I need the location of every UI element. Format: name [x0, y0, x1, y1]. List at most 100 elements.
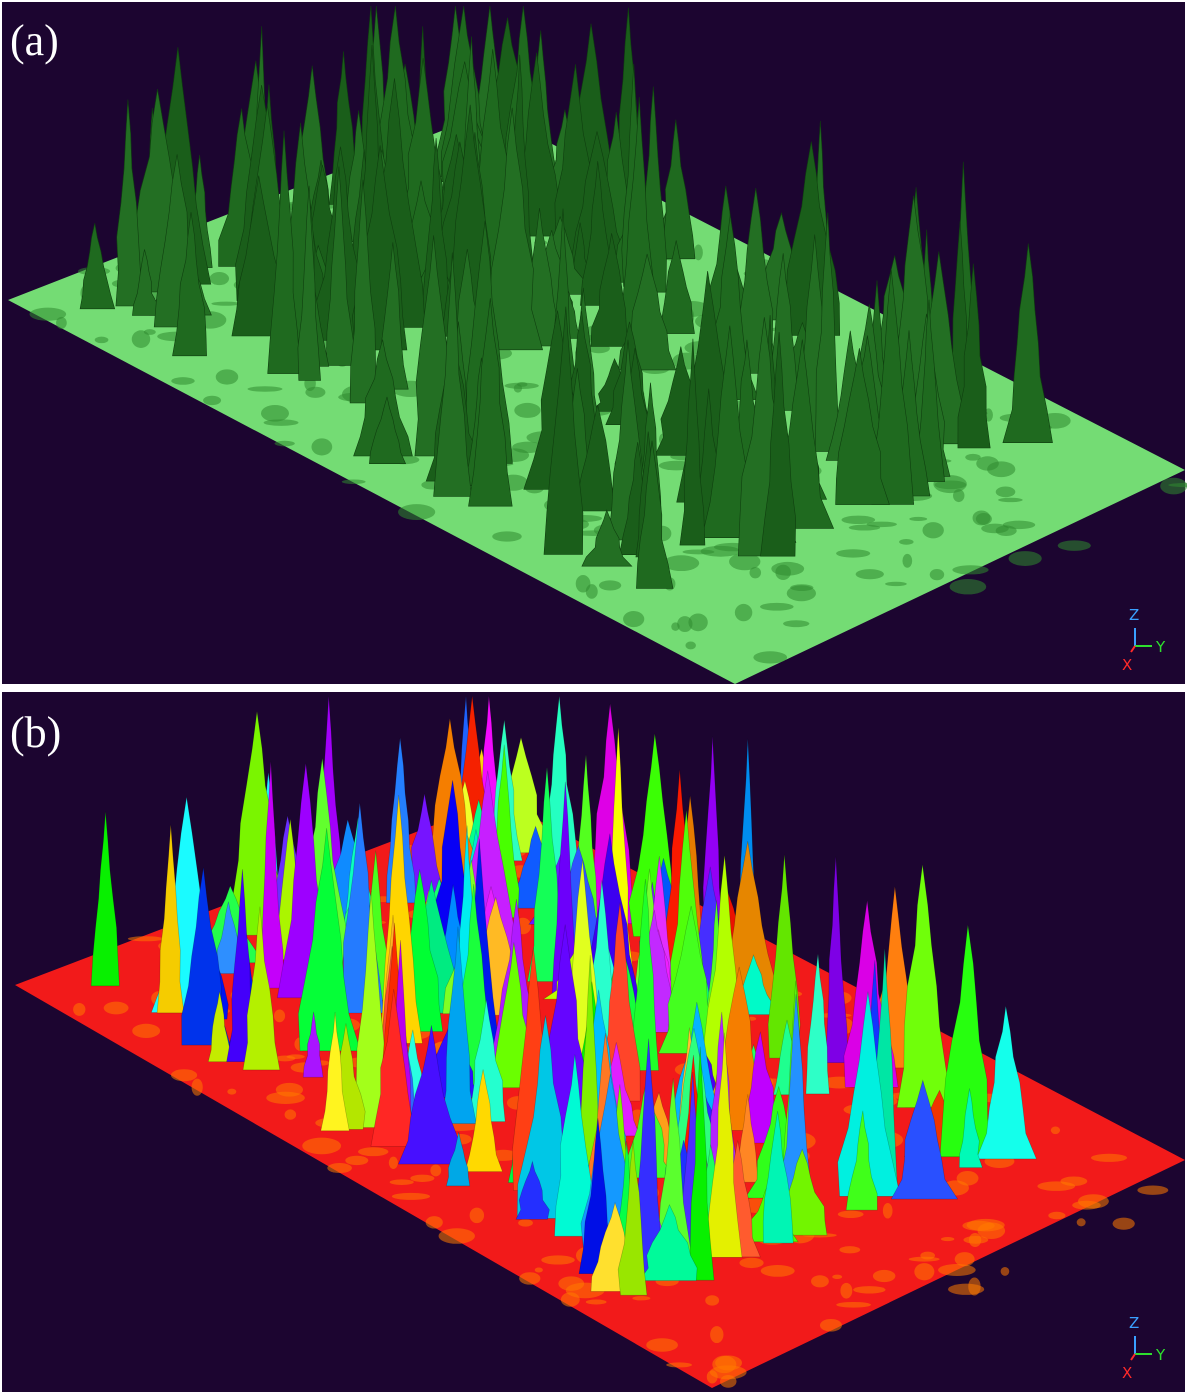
ground-patch — [426, 1216, 443, 1228]
ground-patch — [576, 575, 591, 593]
ground-patch — [996, 487, 1016, 498]
ground-patch — [392, 1193, 430, 1200]
ground-patch — [519, 1272, 540, 1284]
ground-patch — [132, 330, 150, 348]
ground-patch — [952, 565, 988, 574]
z-axis-label: Z — [1129, 1314, 1139, 1332]
ground-patch — [276, 1083, 303, 1097]
ground-patch — [832, 1275, 842, 1279]
ground-patch — [677, 616, 692, 632]
ground-patch — [955, 1252, 975, 1266]
ground-patch — [666, 1362, 692, 1367]
ground-patch — [586, 1299, 607, 1304]
ground-patch — [518, 1219, 533, 1227]
ground-patch — [1051, 1126, 1060, 1134]
ground-patch — [210, 272, 229, 285]
ground-patch — [712, 1356, 736, 1374]
ground-patch — [922, 522, 943, 538]
ground-patch — [761, 1265, 795, 1277]
ground-patch — [849, 525, 880, 531]
ground-patch — [873, 1270, 896, 1282]
ground-patch — [599, 580, 621, 590]
ground-patch — [976, 513, 992, 525]
ground-patch — [950, 579, 987, 594]
ground-patch — [710, 1326, 723, 1343]
panel-a: (a) Z Y X — [2, 2, 1187, 684]
ground-patch — [302, 1138, 341, 1155]
ground-patch — [211, 302, 240, 306]
ground-patch — [839, 1246, 860, 1253]
ground-patch — [1001, 1267, 1010, 1276]
ground-patch — [930, 569, 944, 580]
ground-patch — [856, 569, 884, 579]
ground-patch — [492, 531, 522, 541]
ground-patch — [216, 369, 239, 384]
ground-patch — [128, 936, 164, 941]
ground-patch — [735, 604, 752, 621]
ground-patch — [705, 1295, 719, 1305]
ground-patch — [953, 489, 964, 502]
ground-patch — [104, 1002, 129, 1015]
ground-patch — [410, 1175, 434, 1182]
ground-patch — [285, 1109, 297, 1119]
ground-patch — [1060, 1176, 1087, 1185]
ground-patch — [439, 1228, 475, 1244]
ground-patch — [771, 562, 804, 576]
ground-patch — [998, 498, 1023, 502]
ground-patch — [750, 567, 762, 578]
ground-patch — [261, 405, 289, 422]
ground-patch — [783, 620, 809, 627]
ground-patch — [1077, 1218, 1086, 1226]
ground-patch — [981, 524, 1009, 534]
ground-patch — [682, 549, 714, 554]
ground-patch — [389, 1157, 398, 1169]
x-axis-label: X — [1122, 1364, 1132, 1382]
ground-patch — [287, 1054, 305, 1059]
ground-patch — [836, 549, 870, 557]
figure: (a) Z Y X (b) Z Y X — [0, 0, 1187, 1394]
ground-patch — [885, 582, 907, 586]
ground-patch — [941, 1237, 954, 1241]
ground-patch — [30, 308, 67, 321]
ground-patch — [171, 377, 194, 385]
ground-patch — [909, 517, 927, 521]
ground-patch — [836, 1302, 871, 1308]
ground-patch — [790, 584, 813, 591]
ground-patch — [327, 1163, 352, 1173]
panel-label: (a) — [10, 16, 59, 65]
ground-patch — [390, 1179, 414, 1185]
ground-patch — [247, 386, 282, 391]
ground-patch — [311, 438, 332, 455]
ground-patch — [227, 1089, 236, 1095]
ground-patch — [938, 1264, 976, 1276]
ground-patch — [1137, 1186, 1168, 1195]
ground-patch — [899, 539, 913, 545]
y-axis-label: Y — [1155, 638, 1166, 656]
ground-patch — [840, 1283, 852, 1299]
ground-patch — [1058, 540, 1091, 551]
y-axis-label: Y — [1155, 1346, 1166, 1364]
ground-patch — [1113, 1218, 1135, 1230]
ground-patch — [694, 245, 703, 261]
ground-patch — [838, 1211, 864, 1218]
ground-patch — [541, 1255, 575, 1264]
ground-patch — [470, 1208, 484, 1223]
ground-patch — [967, 1219, 1005, 1231]
ground-patch — [853, 1286, 885, 1293]
ground-patch — [1048, 1212, 1065, 1220]
ground-patch — [1160, 478, 1187, 495]
ground-patch — [342, 479, 366, 484]
ground-patch — [753, 651, 787, 663]
ground-patch — [171, 1069, 197, 1081]
ground-patch — [811, 1275, 829, 1287]
panel-b: (b) Z Y X — [2, 692, 1185, 1392]
ground-patch — [1009, 551, 1042, 566]
ground-patch — [561, 1292, 580, 1306]
ground-patch — [1091, 1154, 1127, 1162]
x-axis-label: X — [1122, 656, 1132, 674]
ground-patch — [948, 1284, 984, 1295]
ground-patch — [274, 1009, 285, 1022]
ground-patch — [203, 396, 221, 405]
ground-patch — [623, 611, 644, 627]
ground-patch — [646, 1338, 678, 1352]
